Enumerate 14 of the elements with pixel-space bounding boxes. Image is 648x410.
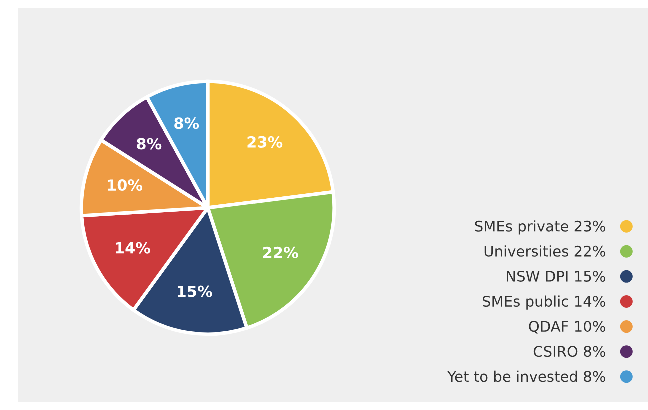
data-label: 22% (263, 246, 298, 258)
data-label: 8% (174, 118, 200, 130)
data-label: 10% (108, 180, 143, 192)
data-label: 8% (137, 138, 162, 150)
legend-label: SMEs public 14% (482, 296, 606, 310)
data-label: 14% (116, 242, 150, 254)
legend-label: SMEs private 23% (475, 220, 606, 235)
legend-label: CSIRO 8% (534, 346, 606, 358)
legend-label: Universities 22% (484, 246, 606, 257)
data-label: 15% (178, 286, 212, 298)
data-label: 23% (248, 136, 283, 148)
legend-label: NSW DPI 15% (507, 270, 606, 282)
legend-label: Yet to be invested 8% (448, 370, 606, 382)
legend-label: QDAF 10% (529, 321, 606, 334)
